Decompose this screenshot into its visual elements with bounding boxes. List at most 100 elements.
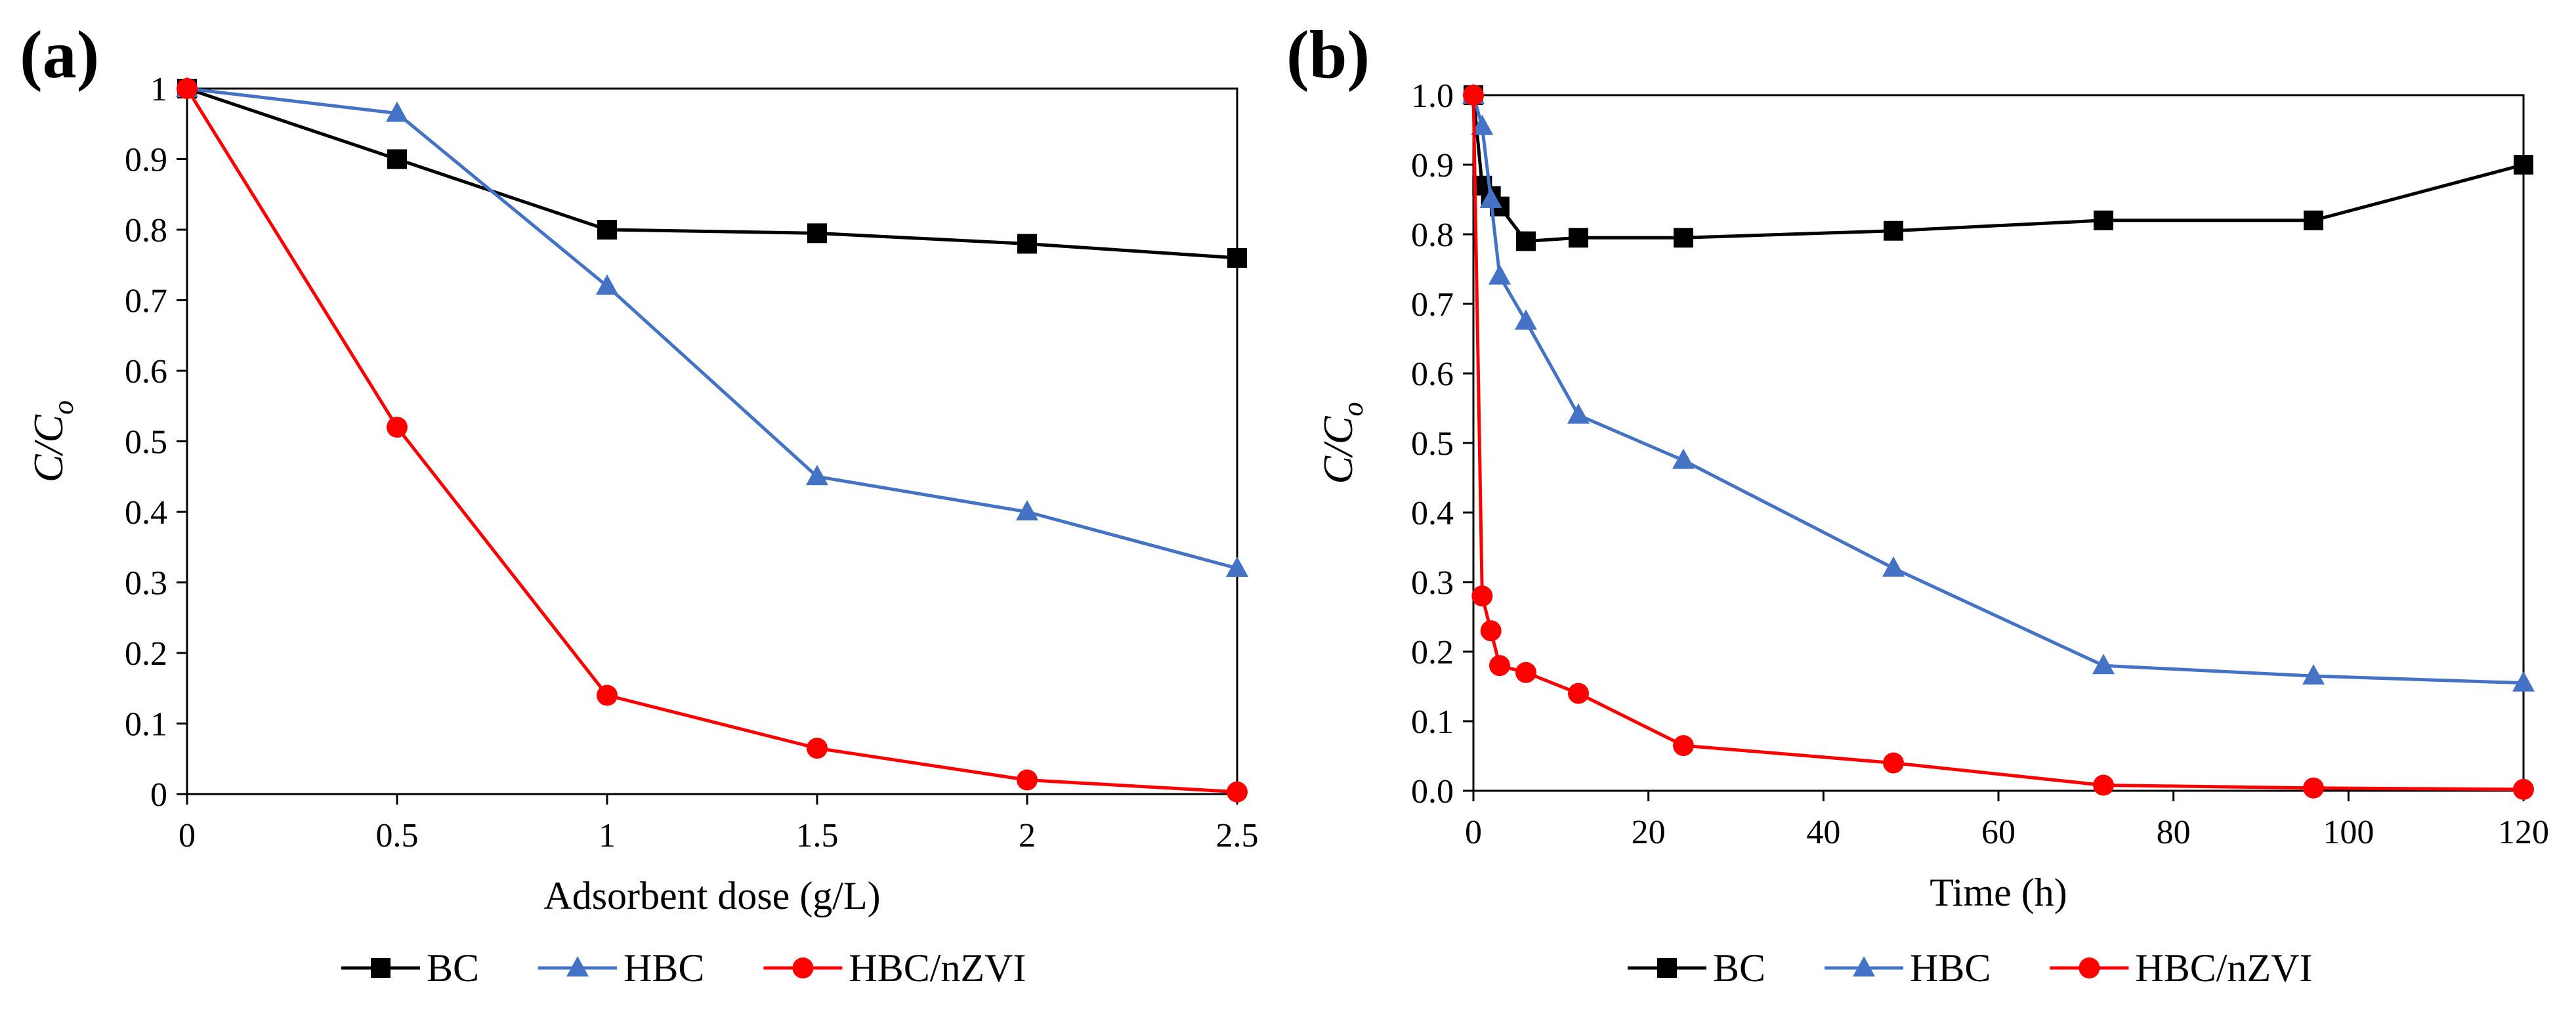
chart1-point-hbc-nzvi	[1227, 781, 1248, 803]
chart1-y-axis-title-main: C/C	[25, 414, 72, 482]
chart1-line-bc	[186, 87, 1238, 260]
chart2-point-bc	[2094, 210, 2113, 230]
chart2-point-bc	[2304, 210, 2323, 230]
chart2-legend-swatch-marker	[2079, 957, 2100, 978]
chart1-legend-hbc-nzvi: HBC/nZVI	[763, 946, 1026, 990]
panel-b-chart: 0.0 0.1 0.2 0.3 0.4 0.5 0.6 0.7 0.8 0.9 1.0 0 20 40 60…	[1286, 17, 2549, 990]
chart1-point-hbc-nzvi	[1017, 769, 1038, 791]
chart2-y-axis-title-subscript: o	[1337, 402, 1369, 416]
chart2-point-hbc	[2092, 654, 2115, 675]
chart2-y-tick-label: 0.0	[1411, 773, 1454, 810]
chart1-legend-bc: BC	[341, 946, 479, 990]
chart1-line-hbc-nzvi	[185, 87, 1238, 794]
chart2-series-hbc	[1462, 83, 2535, 692]
chart1-y-tick-label: 0.5	[125, 424, 167, 461]
chart2-y-axis-title-main: C/C	[1315, 415, 1361, 484]
chart1-x-tick-label: 2	[1019, 817, 1036, 854]
chart2-y-tick-label: 0.8	[1411, 217, 1454, 254]
chart1-point-hbc	[386, 101, 408, 122]
chart2-plot-frame	[1472, 94, 2525, 792]
chart2-point-bc	[1674, 228, 1693, 248]
chart2-point-hbc	[1567, 403, 1590, 424]
chart1-y-tick-label: 0.6	[125, 353, 167, 390]
chart2-panel-label: (b)	[1286, 17, 1370, 93]
chart2-legend-label: HBC/nZVI	[2135, 946, 2312, 990]
chart1-legend-label: HBC/nZVI	[849, 946, 1026, 990]
chart2-point-hbc-nzvi	[1489, 655, 1510, 677]
chart2-point-hbc-nzvi	[1471, 585, 1493, 607]
chart2-y-axis-title: C/Co	[1315, 402, 1369, 484]
chart1-y-tick-label: 0.2	[125, 635, 167, 673]
chart2-point-hbc	[1489, 264, 1511, 285]
chart1-legend-hbc: HBC	[538, 946, 704, 990]
chart2-point-hbc	[1471, 114, 1494, 135]
chart2-point-hbc	[1672, 448, 1695, 469]
chart1-point-hbc-nzvi	[177, 78, 198, 99]
chart1-x-tick-label: 0.5	[376, 817, 419, 854]
chart1-y-tick-label: 0	[150, 776, 167, 814]
chart1-point-hbc-nzvi	[597, 684, 618, 706]
chart1-y-axis-title-subscript: o	[47, 400, 79, 415]
chart2-point-hbc-nzvi	[1480, 620, 1502, 642]
chart2-y-tick-label: 0.9	[1411, 147, 1454, 184]
chart2-y-tick-label: 1.0	[1411, 77, 1454, 115]
chart2-x-tick-label: 0	[1465, 814, 1482, 851]
chart2-x-axis-title: Time (h)	[1930, 871, 2067, 914]
chart2-legend-label: HBC	[1910, 946, 1991, 990]
chart2-y-tick-label: 0.3	[1411, 564, 1454, 602]
chart1-plot-frame	[186, 87, 1238, 795]
chart2-legend-bc: BC	[1628, 946, 1765, 990]
chart2-series-hbc-nzvi	[1463, 85, 2534, 800]
chart1-legend-label: HBC	[623, 946, 704, 990]
chart1-x-tick-label: 1	[599, 817, 616, 854]
chart2-point-bc	[1884, 220, 1903, 241]
chart1-series-hbc-nzvi	[177, 78, 1248, 803]
chart1-legend-swatch-marker	[566, 956, 589, 976]
chart1-point-hbc-nzvi	[387, 417, 408, 438]
chart2-x-tick-label: 80	[2157, 814, 2191, 851]
chart2-y-tick-label: 0.5	[1411, 425, 1454, 463]
chart1-legend-swatch-marker	[792, 957, 814, 978]
chart2-legend-hbc: HBC	[1825, 946, 1991, 990]
chart1-point-bc	[1227, 248, 1247, 268]
chart2-legend-hbc-nzvi: HBC/nZVI	[2050, 946, 2312, 990]
chart1-point-hbc	[1226, 556, 1248, 577]
chart1-y-tick-label: 0.7	[125, 283, 167, 320]
chart2-point-hbc-nzvi	[2513, 778, 2534, 800]
chart2-legend-swatch-marker	[1853, 956, 1876, 976]
chart1-line-hbc	[186, 87, 1238, 570]
chart2-x-tick-label: 20	[1632, 814, 1666, 851]
chart2-y-tick-label: 0.2	[1411, 634, 1454, 671]
chart2-y-tick-label: 0.1	[1411, 704, 1454, 741]
chart1-y-tick-label: 0.4	[125, 494, 167, 532]
chart2-point-hbc	[1515, 309, 1537, 330]
chart1-point-bc	[1017, 234, 1037, 254]
chart2-line-hbc	[1471, 94, 2524, 685]
chart1-point-hbc	[1016, 500, 1038, 520]
chart1-legend-swatch-marker	[371, 958, 391, 978]
chart2-y-tick-label: 0.7	[1411, 286, 1454, 324]
chart2-legend-swatch-marker	[1657, 958, 1677, 978]
chart1-x-axis-title: Adsorbent dose (g/L)	[543, 874, 880, 917]
chart2-point-hbc-nzvi	[1463, 85, 1484, 106]
chart2-line-bc	[1471, 94, 2524, 243]
chart2-y-tick-label: 0.6	[1411, 356, 1454, 393]
chart2-point-hbc-nzvi	[2303, 777, 2324, 799]
panel-a-chart: 0 0.1 0.2 0.3 0.4 0.5 0.6 0.7 0.8 0.9 1 0 0.5 1 1.5 2 2.…	[20, 17, 1259, 990]
chart2-point-hbc	[1479, 188, 1502, 208]
chart2-legend-label: BC	[1713, 946, 1765, 990]
chart1-x-tick-label: 0	[179, 817, 196, 854]
chart1-y-tick-label: 0.8	[125, 212, 167, 249]
chart1-y-tick-label: 0.3	[125, 565, 167, 602]
chart2-point-hbc	[2512, 671, 2535, 692]
chart2-x-tick-label: 120	[2498, 814, 2549, 851]
chart1-series-bc	[177, 79, 1247, 268]
chart2-point-bc	[2514, 155, 2533, 175]
chart1-panel-label: (a)	[20, 17, 99, 93]
chart2-x-tick-label: 100	[2323, 814, 2374, 851]
chart2-point-bc	[1516, 231, 1536, 251]
chart2-point-hbc-nzvi	[2093, 774, 2114, 796]
chart1-x-tick-label: 1.5	[796, 817, 839, 854]
chart1-legend-label: BC	[427, 946, 479, 990]
